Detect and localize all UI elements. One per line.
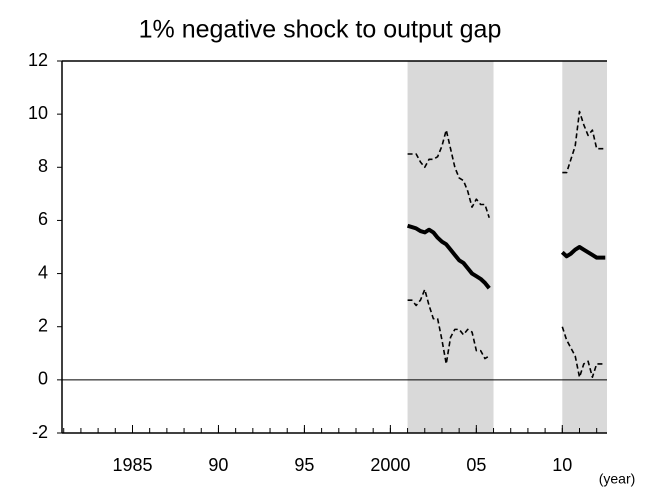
x-axis-label: (year) xyxy=(599,471,636,487)
x-tick-label: 05 xyxy=(466,455,486,475)
x-tick-label: 2000 xyxy=(370,455,410,475)
y-tick-label: 4 xyxy=(38,262,48,282)
y-tick-label: -2 xyxy=(32,422,48,442)
chart-title: 1% negative shock to output gap xyxy=(139,16,502,44)
x-tick-label: 90 xyxy=(208,455,228,475)
series-line xyxy=(406,223,606,290)
series-line xyxy=(407,110,606,219)
series-line xyxy=(407,288,606,378)
y-tick-label: 12 xyxy=(28,50,48,70)
y-tick-label: 0 xyxy=(38,369,48,389)
y-tick-label: 2 xyxy=(38,315,48,335)
y-tick-label: 8 xyxy=(38,156,48,176)
y-tick-label: 10 xyxy=(28,103,48,123)
y-tick-label: 6 xyxy=(38,209,48,229)
x-tick-label: 10 xyxy=(552,455,572,475)
x-tick-label: 1985 xyxy=(112,455,152,475)
x-tick-label: 95 xyxy=(294,455,314,475)
shaded-period xyxy=(562,61,607,433)
